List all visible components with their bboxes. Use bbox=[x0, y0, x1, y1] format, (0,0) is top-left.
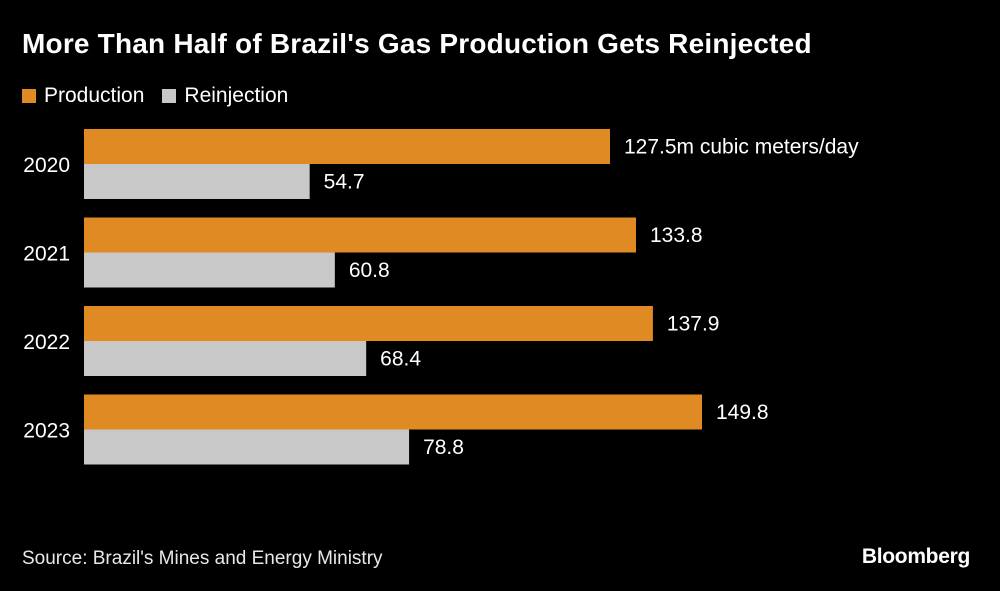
legend: Production Reinjection bbox=[22, 84, 306, 108]
data-label-production-2021: 133.8 bbox=[650, 224, 703, 247]
bar-production-2021 bbox=[84, 217, 636, 253]
legend-item-production: Production bbox=[22, 84, 144, 108]
category-label-2022: 2022 bbox=[23, 331, 70, 354]
bar-reinjection-2020 bbox=[84, 164, 310, 199]
legend-swatch-reinjection bbox=[162, 89, 177, 103]
data-label-production-2022: 137.9 bbox=[667, 313, 720, 336]
bar-reinjection-2022 bbox=[84, 341, 367, 376]
bloomberg-logo: Bloomberg bbox=[861, 545, 970, 568]
data-label-reinjection-2023: 78.8 bbox=[423, 436, 464, 459]
legend-label-reinjection: Reinjection bbox=[184, 84, 289, 107]
bar-production-2020 bbox=[84, 129, 611, 164]
legend-swatch-production bbox=[22, 89, 36, 103]
legend-label-production: Production bbox=[44, 84, 145, 107]
bar-production-2023 bbox=[84, 394, 702, 430]
data-label-reinjection-2021: 60.8 bbox=[349, 259, 390, 282]
category-label-2021: 2021 bbox=[23, 243, 70, 266]
data-label-production-2020: 127.5m cubic meters/day bbox=[624, 136, 859, 159]
data-label-reinjection-2022: 68.4 bbox=[380, 348, 421, 371]
chart-title: More Than Half of Brazil's Gas Productio… bbox=[22, 28, 812, 59]
category-label-2023: 2023 bbox=[23, 420, 70, 443]
category-label-2020: 2020 bbox=[23, 154, 70, 177]
bar-reinjection-2021 bbox=[84, 252, 335, 288]
bar-reinjection-2023 bbox=[84, 429, 410, 465]
bar-production-2022 bbox=[84, 306, 653, 341]
legend-item-reinjection: Reinjection bbox=[162, 84, 288, 108]
source-note: Source: Brazil's Mines and Energy Minist… bbox=[22, 548, 383, 569]
data-label-production-2023: 149.8 bbox=[716, 401, 769, 424]
data-label-reinjection-2020: 54.7 bbox=[324, 171, 365, 194]
